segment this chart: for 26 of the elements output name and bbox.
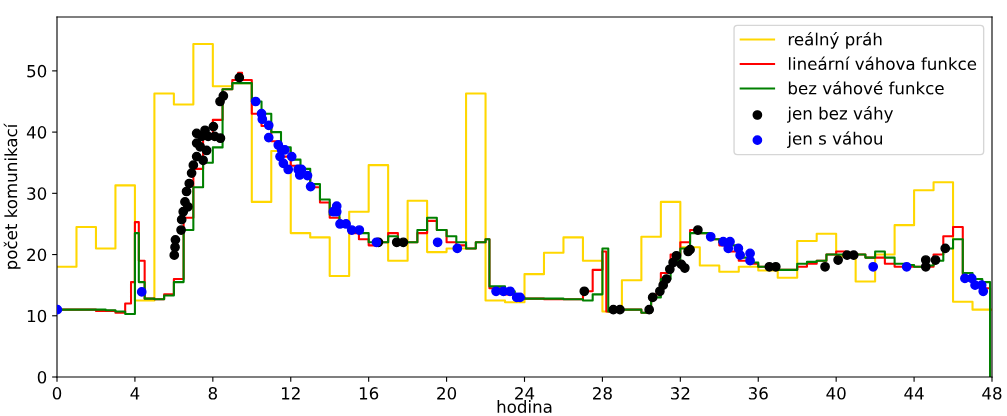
y-tick-label: 0 xyxy=(37,370,47,384)
x-tick-label: 16 xyxy=(359,387,379,400)
x-tick-label: 44 xyxy=(904,387,924,400)
y-tick-label: 30 xyxy=(27,187,47,200)
x-tick-label: 20 xyxy=(437,387,457,400)
y-tick-label: 10 xyxy=(27,309,47,323)
legend-label: reálný práh xyxy=(788,32,882,49)
x-tick-label: 28 xyxy=(593,387,612,400)
x-tick-label: 24 xyxy=(515,387,535,400)
legend-label: bez váhové funkce xyxy=(788,80,944,95)
y-tick-label: 50 xyxy=(27,64,47,78)
y-axis-title: počet komunikací xyxy=(3,123,21,269)
x-tick-label: 32 xyxy=(671,387,690,400)
x-tick-label: 4 xyxy=(130,387,140,400)
x-tick-label: 36 xyxy=(748,387,768,400)
x-tick-label: 12 xyxy=(281,387,300,400)
x-tick-label: 8 xyxy=(208,387,217,400)
y-tick-label: 20 xyxy=(27,248,47,262)
x-axis-title: hodina xyxy=(497,400,552,413)
legend-label: jen s váhou xyxy=(787,131,882,148)
y-tick-label: 40 xyxy=(26,126,47,139)
x-tick-label: 48 xyxy=(982,387,1002,400)
x-tick-label: 0 xyxy=(52,387,62,400)
legend-label: lineární váhova funkce xyxy=(788,56,977,71)
x-tick-label: 40 xyxy=(826,387,846,400)
legend-label: jen bez váhy xyxy=(787,106,894,123)
